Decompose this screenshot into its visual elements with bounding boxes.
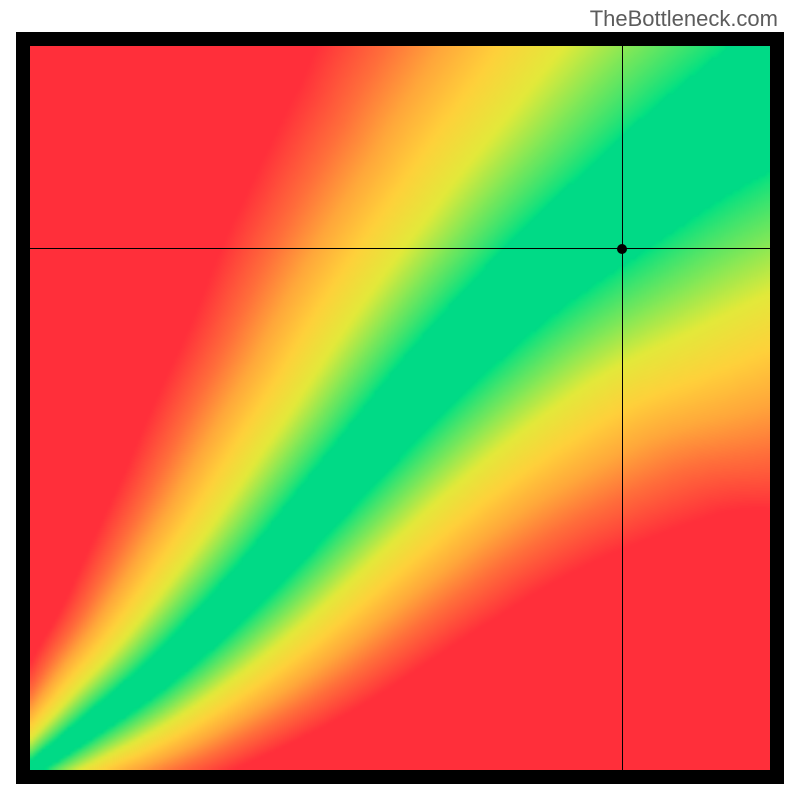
watermark-label: TheBottleneck.com (590, 6, 778, 32)
crosshair-vertical (622, 46, 623, 770)
bottleneck-heatmap (16, 32, 784, 784)
heatmap-canvas (30, 46, 770, 770)
crosshair-dot (617, 244, 627, 254)
crosshair-horizontal (30, 248, 770, 249)
chart-container: TheBottleneck.com (0, 0, 800, 800)
